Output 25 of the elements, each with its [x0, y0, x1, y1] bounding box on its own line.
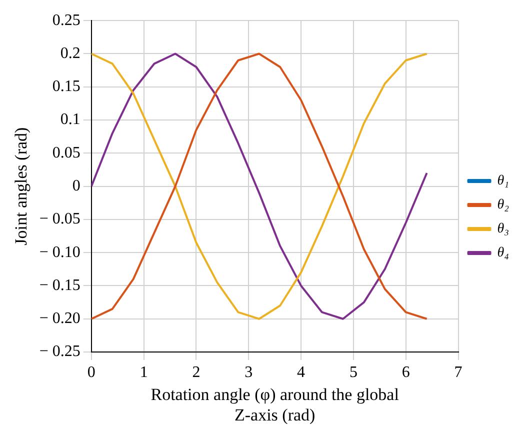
y-tick-label: − 0.25	[39, 343, 80, 360]
legend-label: θ₃	[497, 222, 510, 237]
x-tick-label: 2	[192, 364, 200, 381]
x-tick-label: 4	[297, 364, 306, 381]
y-tick-label: 0.1	[60, 111, 80, 128]
legend-label: θ₂	[497, 198, 510, 213]
x-axis-title: Rotation angle (φ) around the global Z-axis (rad)	[150, 384, 400, 424]
y-tick-label: − 0.05	[39, 210, 80, 228]
y-tick-label: 0.05	[52, 144, 80, 162]
x-tick-label: 7	[454, 364, 462, 381]
y-tick-label: 0	[72, 178, 80, 195]
y-tick-label: − 0.20	[39, 310, 80, 328]
y-tick-label: 0.2	[60, 44, 80, 62]
x-tick-label: 5	[349, 364, 358, 381]
x-tick-label: 1	[140, 364, 148, 381]
legend-label: θ₁	[497, 174, 510, 189]
x-tick-label: 6	[402, 364, 410, 381]
y-tick-label: − 0.10	[39, 244, 80, 261]
x-tick-label: 0	[87, 364, 96, 381]
y-axis-title: Joint angles (rad)	[12, 127, 31, 246]
y-tick-label: − 0.15	[39, 276, 80, 294]
legend-label: θ₄	[497, 246, 510, 261]
x-tick-label: 3	[244, 364, 253, 381]
y-tick-label: 0.25	[52, 12, 80, 29]
y-tick-label: 0.15	[52, 78, 80, 96]
